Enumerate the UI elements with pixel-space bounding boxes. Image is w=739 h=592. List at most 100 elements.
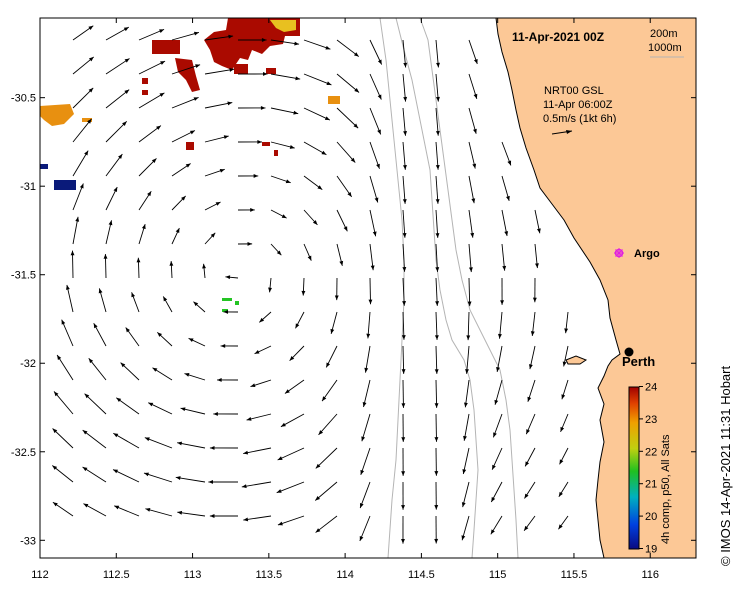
current-vector — [143, 472, 173, 483]
current-vector — [152, 367, 173, 381]
current-vector — [463, 413, 470, 441]
current-vector — [70, 250, 75, 279]
current-vector — [125, 327, 140, 347]
current-vector — [237, 140, 262, 144]
current-vector — [225, 275, 239, 280]
current-vector — [303, 209, 318, 226]
current-vector — [301, 277, 306, 296]
current-vector — [359, 481, 371, 509]
current-vector — [369, 141, 380, 169]
colorbar-tick-label: 23 — [645, 414, 657, 426]
current-vector — [138, 92, 165, 109]
current-vector — [369, 73, 382, 100]
current-vector — [401, 481, 406, 510]
current-vector — [501, 209, 509, 237]
current-vector — [72, 216, 80, 245]
colorbar-tick-label: 21 — [645, 479, 657, 491]
sst-patch-small-hot — [152, 40, 180, 54]
current-vector — [268, 277, 272, 293]
current-vector — [204, 232, 216, 245]
argo-marker — [614, 248, 624, 258]
current-vector — [492, 413, 503, 438]
current-vector — [280, 413, 305, 428]
current-vector — [435, 39, 440, 68]
current-vector — [434, 481, 439, 510]
current-vector — [220, 344, 239, 348]
current-vector — [369, 39, 383, 65]
longitude-axis: 112 112.5 113 113.5 114 114.5 115 115.5 116 — [31, 18, 659, 581]
current-vector — [120, 362, 140, 381]
current-vector — [82, 429, 107, 449]
x-tick-label: 113 — [184, 569, 202, 581]
current-vector — [223, 309, 239, 314]
current-vector — [527, 379, 536, 402]
current-vector — [435, 243, 440, 272]
current-vector — [523, 515, 536, 532]
current-vector — [369, 243, 375, 271]
current-vector — [72, 56, 95, 75]
current-vector — [465, 345, 470, 374]
current-vector — [468, 209, 475, 238]
current-vector — [401, 311, 406, 340]
current-vector — [402, 107, 408, 136]
contour-legend-200m: 200m — [650, 28, 678, 40]
sst-patch-hot-3 — [234, 64, 248, 74]
current-vector — [66, 284, 74, 313]
sst-patch-hot-7 — [186, 142, 194, 150]
sst-patch-west-warm-b — [82, 118, 92, 122]
current-vector — [435, 73, 440, 102]
plot-frame — [39, 17, 697, 559]
current-vector — [105, 153, 123, 177]
current-vector — [138, 28, 165, 41]
current-vector — [171, 195, 186, 211]
current-vector — [501, 141, 512, 166]
current-vector — [177, 441, 206, 449]
current-vector — [525, 413, 536, 435]
current-vector — [204, 201, 221, 211]
current-vector — [237, 241, 253, 246]
current-vector — [237, 174, 259, 178]
current-vector — [56, 354, 74, 381]
current-vector — [401, 515, 405, 544]
current-vector — [241, 481, 272, 489]
current-vector — [524, 481, 536, 499]
current-vector — [209, 514, 239, 518]
sst-colorbar — [628, 386, 640, 550]
current-vector — [72, 87, 94, 109]
current-vector — [145, 508, 173, 517]
current-vector — [204, 101, 233, 109]
current-vector — [136, 257, 141, 279]
current-vector — [336, 175, 353, 198]
current-vector — [334, 277, 339, 301]
current-vector — [463, 379, 470, 408]
current-vector — [561, 379, 569, 400]
current-vector — [204, 168, 225, 177]
current-vector — [53, 391, 74, 415]
current-vector — [336, 73, 360, 93]
colorbar-tick-label: 20 — [645, 511, 657, 523]
current-vector — [116, 397, 140, 415]
current-vector — [402, 277, 407, 306]
current-vector — [364, 345, 371, 373]
sst-patch-west-cold — [54, 180, 76, 190]
current-vector — [461, 481, 470, 508]
latitude-axis: -30.5 -31 -31.5 -32 -32.5 -33 — [11, 93, 696, 547]
current-vector — [105, 26, 130, 41]
sst-patch-hot-8 — [262, 142, 270, 146]
current-vector — [237, 208, 255, 212]
current-vector — [138, 190, 152, 211]
current-vector — [435, 209, 440, 238]
sst-patch-hot-9 — [274, 150, 278, 156]
current-vector — [270, 141, 295, 149]
current-vector — [259, 311, 272, 323]
current-vector — [204, 135, 229, 143]
x-tick-label: 112.5 — [103, 569, 130, 581]
current-vector — [315, 447, 338, 469]
current-vector — [468, 175, 476, 204]
current-vector — [303, 107, 331, 121]
current-vector — [270, 209, 287, 219]
contour-200m — [419, 17, 519, 559]
current-vector — [534, 209, 541, 234]
y-tick-label: -32 — [20, 358, 36, 370]
current-vector — [558, 515, 569, 530]
